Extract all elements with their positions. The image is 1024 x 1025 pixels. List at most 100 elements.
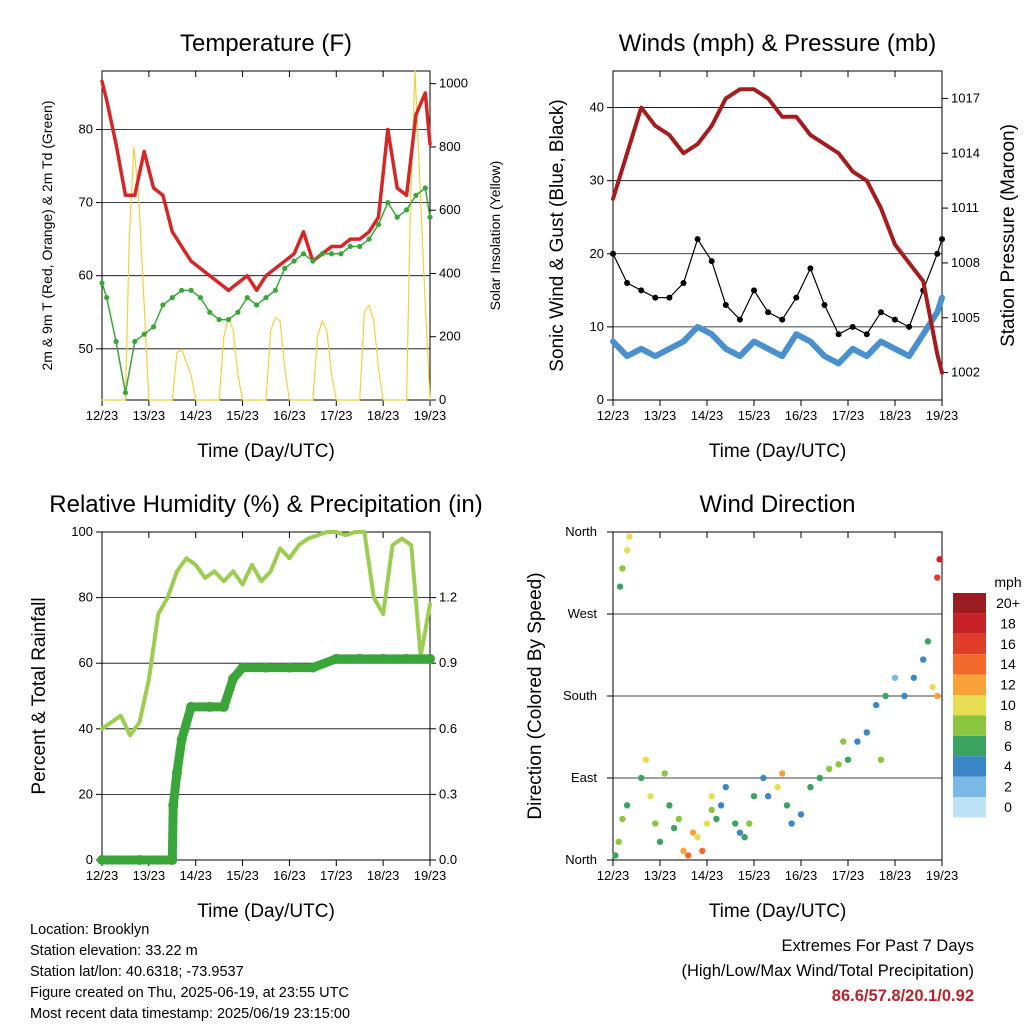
legend-swatch	[953, 756, 986, 777]
x-tick-label: 17/23	[832, 868, 865, 883]
sonic-wind-line	[610, 294, 945, 367]
x-axis-label: Time (Day/UTC)	[709, 901, 847, 922]
wind-direction-point	[873, 701, 880, 709]
x-tick-label: 13/23	[133, 408, 166, 423]
chart-title: Relative Humidity (%) & Precipitation (i…	[49, 491, 482, 518]
chart-title: Wind Direction	[699, 491, 855, 518]
y-tick-label: South	[563, 688, 597, 703]
y2-tick-label: 1011	[951, 200, 979, 215]
y2-tick-label: 1.2	[439, 590, 457, 605]
wind-direction-point	[626, 533, 633, 540]
wind-direction-point	[877, 756, 885, 763]
legend-swatch	[953, 674, 986, 695]
chart-panel-3: Relative Humidity (%) & Precipitation (i…	[29, 491, 483, 922]
x-tick-label: 19/23	[414, 868, 447, 883]
wind-direction-point	[924, 638, 932, 645]
y2-tick-label: 800	[439, 139, 461, 154]
y-tick-label: 20	[79, 786, 93, 801]
wind-direction-point	[741, 834, 748, 841]
x-tick-label: 19/23	[414, 408, 447, 423]
y-tick-label: 80	[79, 590, 93, 605]
y2-tick-label: 400	[439, 265, 461, 280]
y2-tick-label: 0.9	[439, 655, 457, 670]
wind-direction-point	[689, 829, 697, 836]
y2-axis-label: Solar Insolation (Yellow)	[487, 161, 503, 311]
wind-direction-point	[910, 674, 917, 681]
wind-direction-point	[783, 802, 791, 809]
plot-frame	[101, 70, 431, 401]
x-tick-label: 12/23	[86, 868, 119, 883]
wind-direction-point	[929, 683, 936, 691]
precipitation-point	[307, 662, 318, 673]
wind-direction-point	[703, 820, 711, 827]
precipitation-point	[186, 701, 197, 712]
station-location: Location: Brooklyn	[30, 922, 150, 938]
x-tick-label: 16/23	[785, 868, 818, 883]
wind-direction-point	[797, 811, 805, 818]
y-tick-label: East	[571, 770, 597, 785]
wind-direction-point	[788, 820, 795, 827]
y-tick-label: 40	[590, 100, 604, 115]
precipitation-point	[354, 653, 365, 664]
x-tick-label: 18/23	[367, 408, 400, 423]
x-tick-label: 14/23	[179, 868, 212, 883]
wind-direction-point	[732, 820, 739, 827]
legend-label: 0	[1004, 799, 1012, 815]
x-tick-label: 14/23	[179, 408, 212, 423]
wind-direction-point	[652, 820, 659, 827]
station-pressure-line	[611, 87, 944, 375]
y2-axis-label: Station Pressure (Maroon)	[998, 124, 1019, 347]
x-tick-label: 16/23	[785, 408, 818, 423]
x-tick-label: 14/23	[691, 408, 724, 423]
wind-direction-point	[936, 556, 943, 563]
legend-label: 12	[1000, 677, 1016, 693]
wind-direction-point	[826, 765, 833, 773]
precipitation-point	[204, 701, 215, 712]
wind-direction-point	[816, 774, 823, 782]
wind-direction-point	[670, 824, 678, 832]
x-tick-label: 12/23	[597, 408, 630, 423]
wind-direction-point	[882, 692, 889, 700]
y-tick-label: 100	[71, 524, 93, 539]
wind-direction-point	[675, 815, 682, 823]
wind-direction-point	[647, 793, 654, 800]
y2-tick-label: 1008	[951, 255, 980, 270]
wind-direction-point	[708, 806, 715, 814]
legend-swatch	[953, 613, 986, 634]
wind-direction-point	[638, 774, 645, 782]
y2-tick-label: 0.0	[439, 852, 457, 867]
x-tick-label: 19/23	[926, 868, 959, 883]
precipitation-line	[97, 654, 435, 865]
legend-swatch	[953, 695, 986, 716]
y-tick-label: North	[565, 524, 597, 539]
precipitation-point	[425, 653, 435, 664]
legend-label: 8	[1004, 717, 1012, 733]
x-tick-label: 15/23	[738, 868, 771, 883]
x-tick-label: 16/23	[273, 868, 306, 883]
wind-direction-point	[708, 793, 715, 800]
wind-direction-point	[840, 738, 847, 745]
wind-direction-point	[722, 783, 729, 791]
legend-label: 14	[1000, 656, 1016, 672]
wind-direction-point	[750, 793, 758, 800]
y-axis-label: Percent & Total Rainfall	[29, 597, 50, 794]
y2-tick-label: 200	[439, 329, 461, 344]
wind-direction-point	[615, 838, 622, 845]
legend-swatch	[953, 735, 986, 757]
legend-swatch	[953, 593, 986, 614]
precipitation-point	[167, 855, 178, 865]
legend-label: 2	[1004, 779, 1012, 795]
recent-timestamp: Most recent data timestamp: 2025/06/19 2…	[30, 1006, 351, 1022]
solar-insolation-line	[101, 70, 431, 401]
legend-swatch	[953, 633, 986, 655]
legend-label: 10	[1000, 697, 1016, 713]
x-axis-label: Time (Day/UTC)	[197, 901, 335, 922]
extremes-subtitle: (High/Low/Max Wind/Total Precipitation)	[681, 962, 974, 980]
station-latlon: Station lat/lon: 40.6318; -73.9537	[30, 964, 244, 980]
y-axis-label: Direction (Colored By Speed)	[525, 572, 546, 819]
legend-label: 4	[1004, 758, 1012, 774]
y-axis-label: Sonic Wind & Gust (Blue, Black)	[547, 99, 568, 371]
x-tick-label: 17/23	[832, 408, 865, 423]
wind-direction-point	[680, 847, 687, 855]
y-tick-label: North	[565, 852, 597, 867]
